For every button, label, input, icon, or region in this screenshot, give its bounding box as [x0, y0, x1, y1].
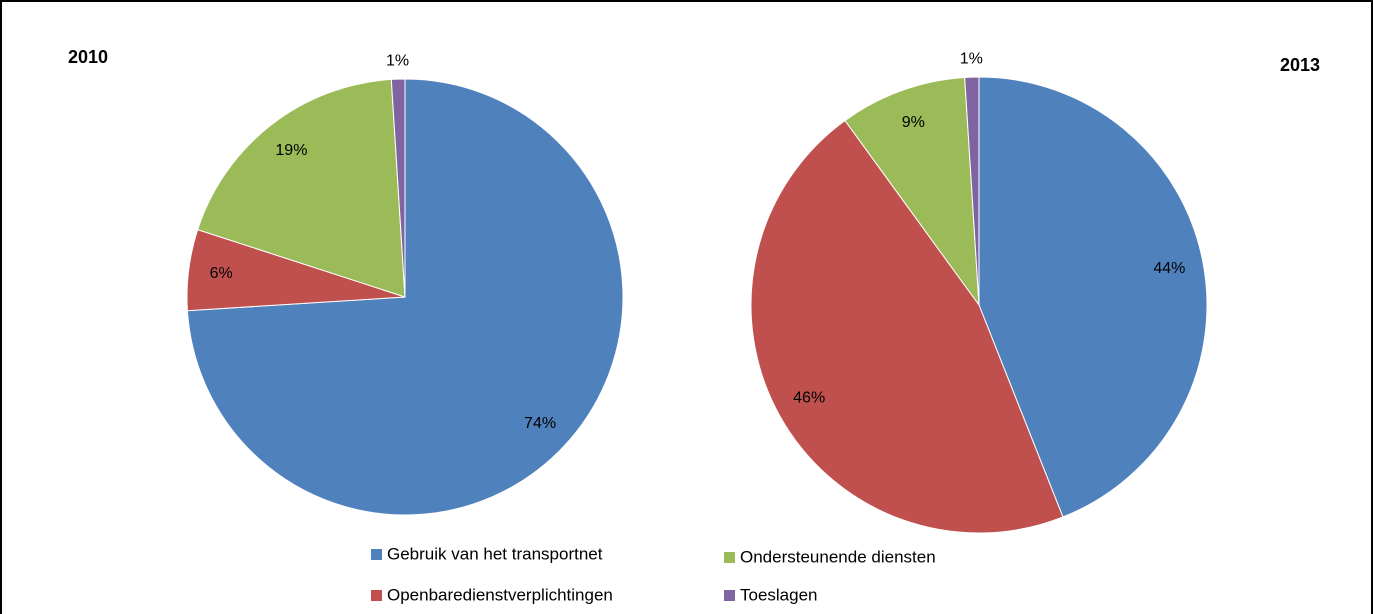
chart-title: 2013 — [1280, 55, 1320, 75]
legend-text: Ondersteunende diensten — [740, 547, 936, 566]
legend-swatch — [371, 590, 382, 601]
data-label: 46% — [793, 390, 825, 407]
chart-title: 2010 — [68, 47, 108, 67]
pie-slice — [964, 76, 980, 306]
data-label: 6% — [210, 265, 233, 282]
pie-slice — [197, 78, 406, 298]
pie-slice — [978, 76, 1208, 518]
data-label: 1% — [386, 52, 409, 69]
pie-slice — [844, 76, 980, 307]
legend-text: Toeslagen — [740, 585, 818, 604]
data-label: 9% — [902, 114, 925, 131]
data-label: 74% — [524, 415, 556, 432]
data-label: 19% — [275, 142, 307, 159]
data-label: 1% — [960, 50, 983, 67]
legend-swatch — [724, 552, 735, 563]
data-label: 44% — [1153, 260, 1185, 277]
pie-slice — [390, 78, 406, 298]
pie-slice — [750, 119, 1064, 534]
legend-text: Openbaredienstverplichtingen — [387, 585, 613, 604]
legend-swatch — [724, 590, 735, 601]
legend-text: Gebruik van het transportnet — [387, 544, 603, 563]
legend-swatch — [371, 549, 382, 560]
